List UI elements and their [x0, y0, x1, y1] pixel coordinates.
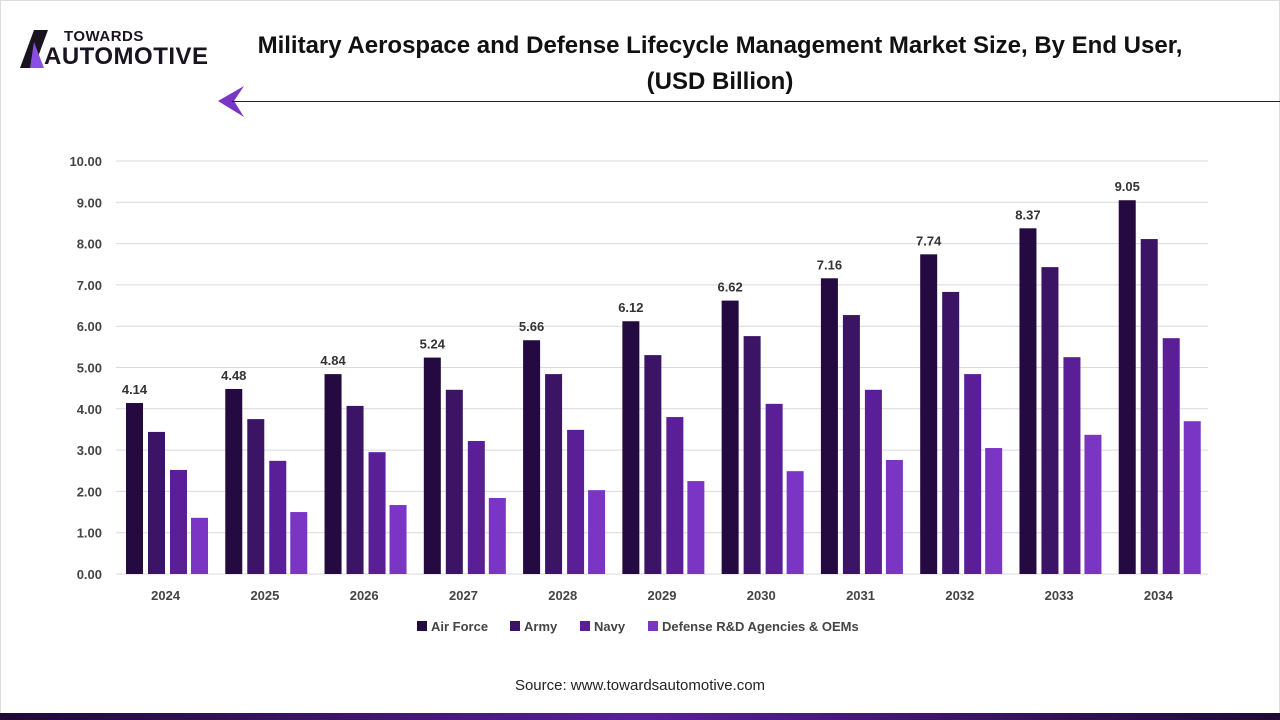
bar-army-2025 [247, 419, 265, 574]
bar-army-2028 [545, 374, 563, 574]
bar-navy-2025 [269, 460, 287, 574]
legend-label: Air Force [431, 619, 488, 634]
logo-text-top: TOWARDS [64, 28, 144, 45]
data-label: 8.37 [1015, 207, 1040, 222]
logo-mark-icon [20, 30, 48, 68]
bar-air-force-2030 [721, 300, 739, 574]
y-tick-label: 4.00 [77, 402, 102, 417]
bar-navy-2033 [1063, 357, 1081, 574]
logo-text-bottom: AUTOMOTIVE [44, 43, 209, 70]
x-tick-label: 2031 [846, 588, 875, 603]
data-label: 4.84 [320, 353, 346, 368]
data-label: 6.12 [618, 300, 643, 315]
bar-defense-r-d-agencies-oems-2030 [786, 471, 804, 574]
data-label: 5.66 [519, 319, 544, 334]
bar-army-2031 [842, 315, 860, 574]
title-line-2: (USD Billion) [646, 68, 794, 95]
bar-army-2027 [445, 389, 463, 574]
bar-navy-2032 [964, 374, 982, 574]
bar-army-2033 [1041, 267, 1059, 574]
bar-air-force-2032 [920, 254, 938, 574]
legend-swatch [510, 621, 520, 631]
y-tick-label: 6.00 [77, 319, 102, 334]
bar-army-2030 [743, 336, 761, 574]
data-label: 9.05 [1115, 179, 1140, 194]
bar-defense-r-d-agencies-oems-2027 [488, 498, 506, 574]
x-tick-label: 2033 [1045, 588, 1074, 603]
chart-title: Military Aerospace and Defense Lifecycle… [200, 28, 1240, 100]
legend-label: Defense R&D Agencies & OEMs [662, 619, 859, 634]
bar-defense-r-d-agencies-oems-2026 [389, 505, 407, 574]
title-line-1: Military Aerospace and Defense Lifecycle… [257, 32, 1183, 59]
bar-navy-2026 [368, 452, 386, 574]
bar-air-force-2031 [820, 278, 838, 574]
bar-air-force-2026 [324, 374, 342, 574]
bar-defense-r-d-agencies-oems-2029 [687, 481, 705, 574]
bar-navy-2031 [864, 389, 882, 574]
bar-navy-2024 [170, 469, 187, 574]
y-tick-label: 5.00 [77, 361, 102, 376]
y-tick-label: 2.00 [77, 484, 102, 499]
y-tick-label: 10.00 [69, 154, 102, 169]
data-label: 6.62 [717, 280, 742, 295]
legend-swatch [580, 621, 590, 631]
bar-navy-2029 [666, 417, 684, 574]
bar-army-2032 [942, 291, 960, 574]
y-tick-label: 8.00 [77, 237, 102, 252]
bar-air-force-2029 [622, 321, 640, 574]
bottom-bar [0, 713, 1280, 720]
arrow-icon [218, 86, 244, 117]
bar-defense-r-d-agencies-oems-2031 [885, 460, 903, 574]
data-label: 5.24 [420, 337, 446, 352]
bar-air-force-2024 [126, 403, 143, 574]
bar-air-force-2028 [523, 340, 541, 574]
data-label: 4.14 [122, 382, 148, 397]
x-tick-label: 2025 [250, 588, 279, 603]
data-label: 7.16 [817, 257, 842, 272]
x-tick-label: 2027 [449, 588, 478, 603]
bar-army-2029 [644, 355, 662, 574]
y-tick-label: 0.00 [77, 567, 102, 582]
bar-army-2024 [148, 431, 165, 574]
x-tick-label: 2034 [1144, 588, 1174, 603]
bar-navy-2027 [467, 441, 485, 574]
bar-defense-r-d-agencies-oems-2025 [290, 512, 308, 574]
title-rule [232, 101, 1280, 102]
bar-army-2034 [1140, 239, 1158, 574]
bar-defense-r-d-agencies-oems-2033 [1084, 434, 1102, 574]
data-label: 4.48 [221, 368, 246, 383]
x-tick-label: 2028 [548, 588, 577, 603]
bar-air-force-2034 [1118, 200, 1136, 575]
bar-army-2026 [346, 405, 364, 574]
bar-defense-r-d-agencies-oems-2028 [588, 490, 606, 574]
x-tick-label: 2024 [151, 588, 181, 603]
y-tick-label: 9.00 [77, 195, 102, 210]
bar-navy-2030 [765, 403, 783, 574]
x-tick-label: 2026 [350, 588, 379, 603]
bar-air-force-2033 [1019, 228, 1037, 574]
bar-air-force-2025 [225, 388, 243, 574]
bar-defense-r-d-agencies-oems-2032 [985, 448, 1003, 574]
legend-label: Army [524, 619, 558, 634]
y-tick-label: 1.00 [77, 526, 102, 541]
bar-defense-r-d-agencies-oems-2024 [191, 517, 208, 574]
x-tick-label: 2029 [648, 588, 677, 603]
x-tick-label: 2030 [747, 588, 776, 603]
legend-swatch [648, 621, 658, 631]
y-tick-label: 3.00 [77, 443, 102, 458]
bar-defense-r-d-agencies-oems-2034 [1183, 421, 1201, 574]
legend-swatch [417, 621, 427, 631]
x-tick-label: 2032 [945, 588, 974, 603]
bar-navy-2034 [1162, 338, 1180, 574]
source-text: Source: www.towardsautomotive.com [514, 677, 766, 694]
y-tick-label: 7.00 [77, 278, 102, 293]
legend-label: Navy [594, 619, 626, 634]
bar-navy-2028 [567, 429, 585, 574]
data-label: 7.74 [916, 233, 942, 248]
bar-air-force-2027 [423, 357, 441, 574]
